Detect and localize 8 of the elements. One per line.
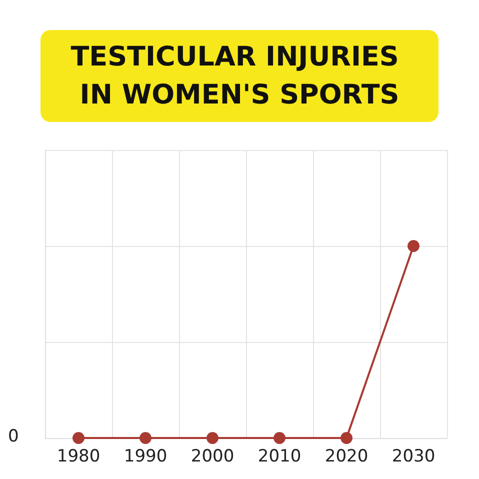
x-tick-label: 2010 xyxy=(258,446,302,466)
x-tick-label: 1990 xyxy=(124,446,168,466)
x-tick-label: 2000 xyxy=(190,446,234,466)
x-tick-label: 2020 xyxy=(324,446,368,466)
text: 0 xyxy=(8,426,19,446)
x-tick-label: 1980 xyxy=(56,446,100,466)
x-tick-label: 2030 xyxy=(392,446,436,466)
chart-title: TESTICULAR INJURIES IN WOMEN'S SPORTS xyxy=(70,42,408,110)
